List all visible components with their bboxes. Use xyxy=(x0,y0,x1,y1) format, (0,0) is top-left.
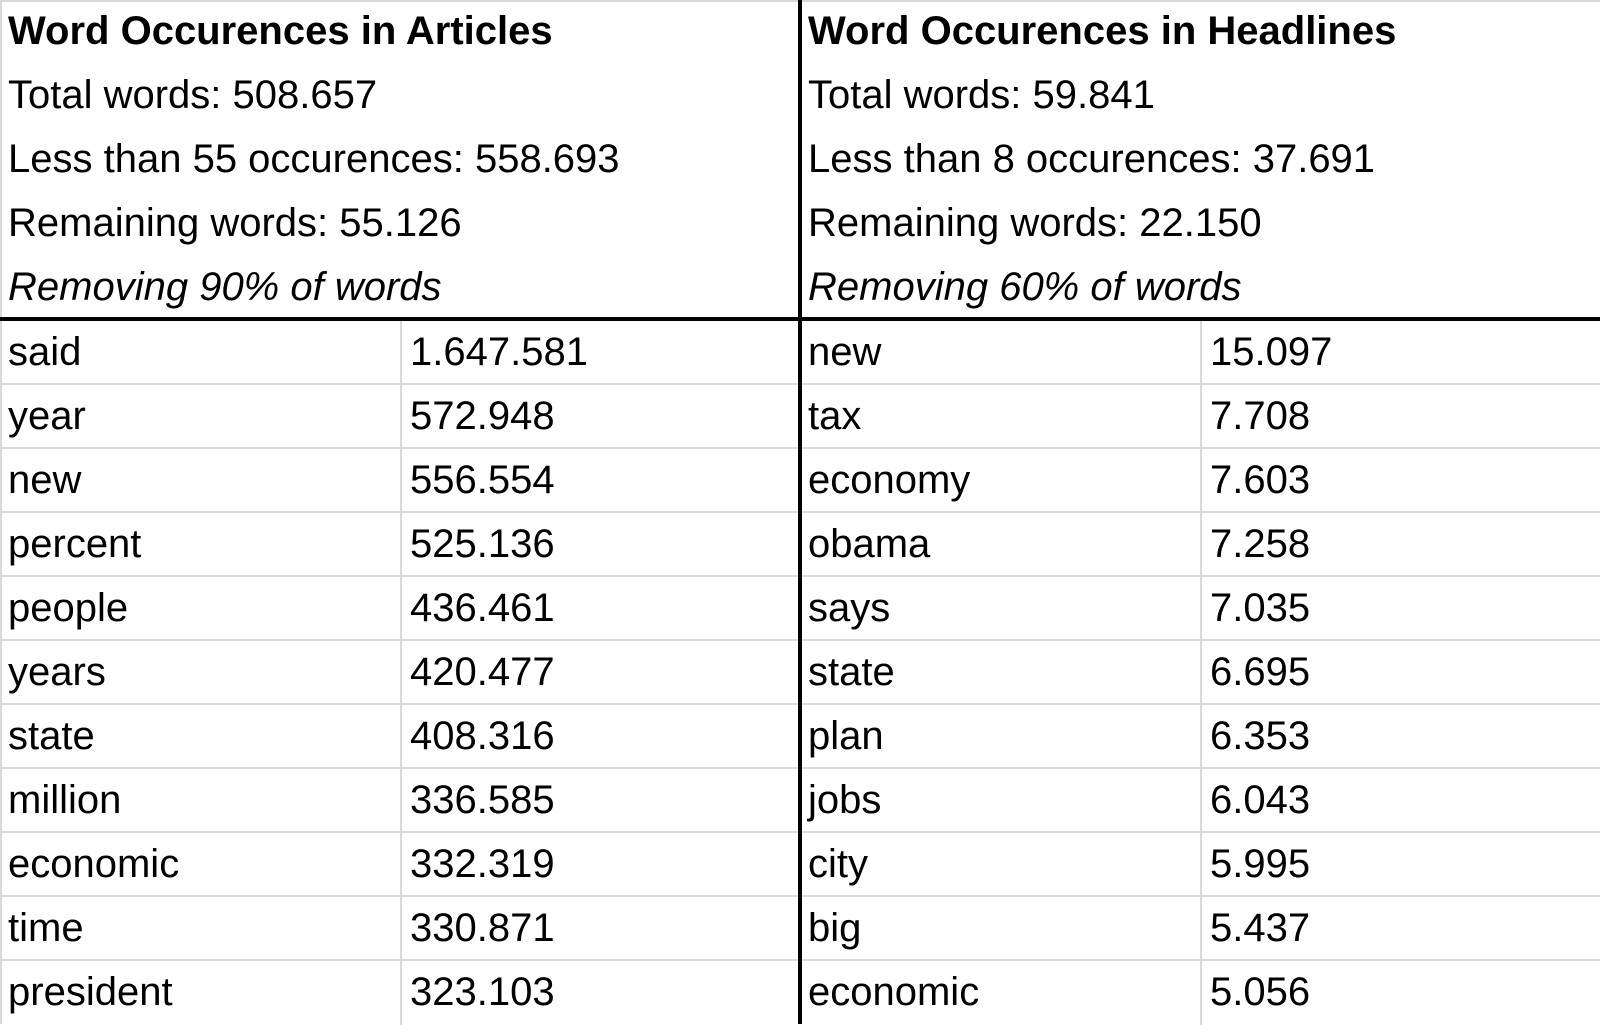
articles-word-cell[interactable]: million xyxy=(0,769,400,833)
articles-word-cell[interactable]: new xyxy=(0,449,400,513)
articles-word-cell[interactable]: time xyxy=(0,897,400,961)
headlines-total-words[interactable]: Total words: 59.841 xyxy=(808,73,1155,117)
headlines-word-cell[interactable]: plan xyxy=(800,705,1200,769)
headlines-count-cell[interactable]: 6.353 xyxy=(1200,705,1600,769)
headlines-word-cell[interactable]: big xyxy=(800,897,1200,961)
articles-count-cell[interactable]: 572.948 xyxy=(400,385,800,449)
articles-count-cell[interactable]: 556.554 xyxy=(400,449,800,513)
articles-word-cell[interactable]: percent xyxy=(0,513,400,577)
headlines-word-cell[interactable]: economic xyxy=(808,970,980,1014)
articles-word-cell[interactable]: state xyxy=(0,705,400,769)
headlines-count-cell[interactable]: 7.603 xyxy=(1200,449,1600,513)
headlines-count-cell[interactable]: 5.995 xyxy=(1200,833,1600,897)
articles-word-cell[interactable]: economic xyxy=(0,833,400,897)
headlines-less-than[interactable]: Less than 8 occurences: 37.691 xyxy=(808,137,1376,181)
headlines-count-cell[interactable]: 5.056 xyxy=(1200,961,1600,1025)
headlines-count-cell[interactable]: 5.437 xyxy=(1200,897,1600,961)
headlines-word-cell[interactable]: tax xyxy=(800,385,1200,449)
headlines-word-cell[interactable]: new xyxy=(800,321,1200,385)
articles-word-cell[interactable]: said xyxy=(0,321,400,385)
articles-title[interactable]: Word Occurences in Articles xyxy=(8,9,553,53)
headlines-word-cell[interactable]: city xyxy=(800,833,1200,897)
headlines-word-cell[interactable]: state xyxy=(800,641,1200,705)
headlines-title[interactable]: Word Occurences in Headlines xyxy=(808,9,1397,53)
headlines-word-cell[interactable]: says xyxy=(800,577,1200,641)
headlines-count-cell[interactable]: 6.695 xyxy=(1200,641,1600,705)
articles-count-cell[interactable]: 330.871 xyxy=(400,897,800,961)
headlines-word-cell[interactable]: jobs xyxy=(800,769,1200,833)
articles-word-cell[interactable]: president xyxy=(8,970,173,1014)
articles-total-words[interactable]: Total words: 508.657 xyxy=(8,73,378,117)
headlines-word-cell[interactable]: economy xyxy=(800,449,1200,513)
headlines-count-cell[interactable]: 7.258 xyxy=(1200,513,1600,577)
headlines-removing-note[interactable]: Removing 60% of words xyxy=(808,265,1242,309)
articles-count-cell[interactable]: 1.647.581 xyxy=(400,321,800,385)
headlines-count-cell[interactable]: 7.708 xyxy=(1200,385,1600,449)
articles-removing-note[interactable]: Removing 90% of words xyxy=(8,265,442,309)
articles-count-cell[interactable]: 420.477 xyxy=(400,641,800,705)
articles-count-cell[interactable]: 436.461 xyxy=(400,577,800,641)
section-divider xyxy=(798,0,802,1024)
headlines-count-cell[interactable]: 7.035 xyxy=(1200,577,1600,641)
articles-count-cell[interactable]: 336.585 xyxy=(400,769,800,833)
articles-count-cell[interactable]: 408.316 xyxy=(400,705,800,769)
articles-word-cell[interactable]: people xyxy=(0,577,400,641)
headlines-count-cell[interactable]: 6.043 xyxy=(1200,769,1600,833)
articles-count-cell[interactable]: 323.103 xyxy=(400,961,800,1025)
headlines-remaining-words[interactable]: Remaining words: 22.150 xyxy=(808,201,1262,245)
articles-word-cell[interactable]: years xyxy=(0,641,400,705)
articles-count-cell[interactable]: 332.319 xyxy=(400,833,800,897)
articles-less-than[interactable]: Less than 55 occurences: 558.693 xyxy=(8,137,620,181)
headlines-count-cell[interactable]: 15.097 xyxy=(1200,321,1600,385)
articles-word-cell[interactable]: year xyxy=(0,385,400,449)
articles-count-cell[interactable]: 525.136 xyxy=(400,513,800,577)
articles-remaining-words[interactable]: Remaining words: 55.126 xyxy=(8,201,462,245)
headlines-word-cell[interactable]: obama xyxy=(800,513,1200,577)
